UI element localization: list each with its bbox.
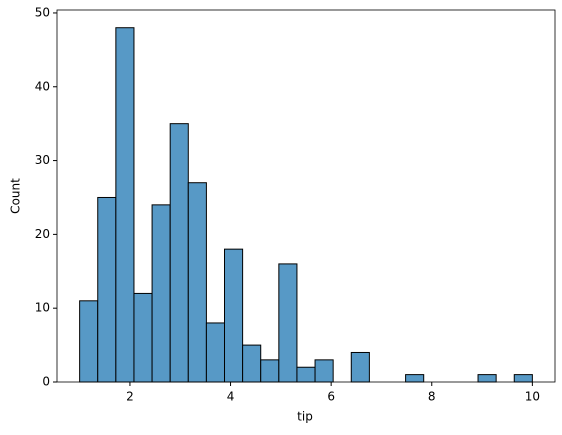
x-tick-label: 2 <box>126 390 134 404</box>
bar <box>350 351 370 383</box>
x-axis-label: tip <box>297 410 313 424</box>
bar <box>242 344 262 383</box>
bar <box>278 263 298 383</box>
bar <box>314 359 334 383</box>
bar <box>296 366 316 383</box>
x-tick-label: 6 <box>327 390 335 404</box>
x-tick-label: 4 <box>227 390 235 404</box>
bar <box>97 196 117 383</box>
bar <box>79 300 99 383</box>
y-tick-label: 40 <box>35 79 50 93</box>
y-tick-label: 0 <box>42 375 50 389</box>
bar <box>260 359 280 383</box>
x-tick-label: 10 <box>525 390 540 404</box>
bar <box>513 374 533 383</box>
bar <box>405 374 425 383</box>
bar <box>205 322 226 383</box>
y-axis-label: Count <box>9 178 23 214</box>
bar <box>169 123 189 383</box>
plot-frame <box>56 9 556 383</box>
bar <box>477 374 497 383</box>
y-tick-label: 30 <box>35 153 50 167</box>
bar <box>115 27 135 383</box>
bar <box>224 248 244 383</box>
bar <box>151 204 171 383</box>
y-tick-label: 10 <box>35 301 50 315</box>
bar <box>187 182 207 383</box>
x-tick-label: 8 <box>428 390 436 404</box>
y-tick-label: 50 <box>35 5 50 19</box>
y-tick-label: 20 <box>35 227 50 241</box>
bar <box>133 292 153 383</box>
